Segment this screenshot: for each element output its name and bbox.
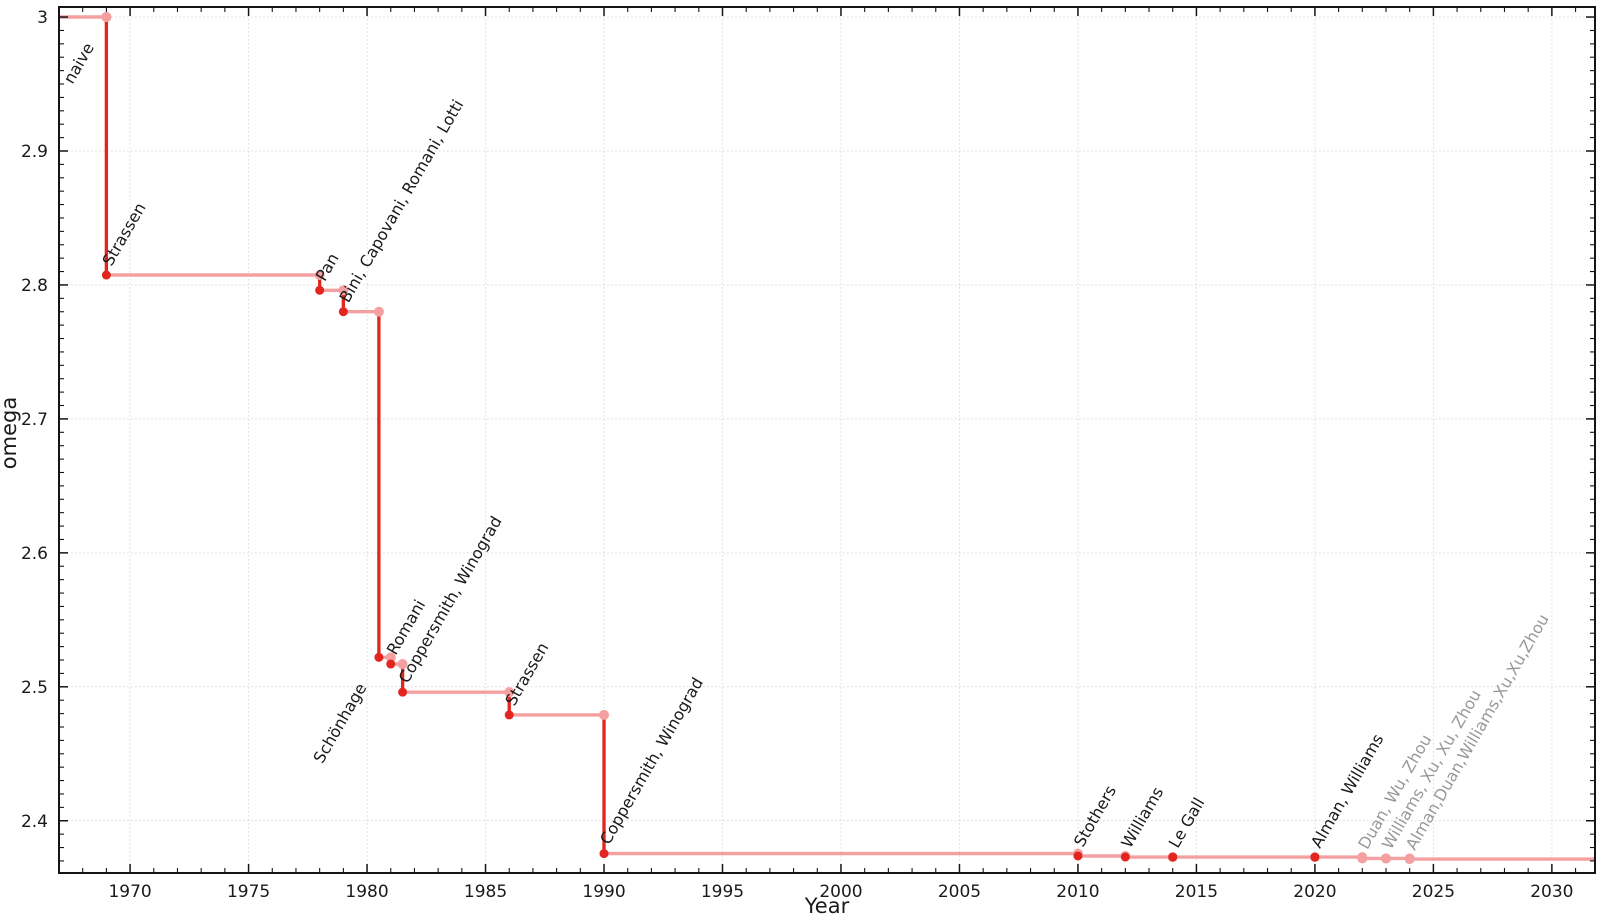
transition-point (314, 270, 325, 281)
transition-point (385, 652, 396, 663)
y-tick-label: 2.8 (21, 276, 48, 296)
transition-point (599, 709, 610, 720)
recent-result-point (1404, 854, 1415, 865)
result-point (398, 687, 408, 697)
result-point (338, 307, 348, 317)
transition-point (397, 659, 408, 670)
result-point (1120, 852, 1130, 862)
y-tick-label: 2.9 (21, 142, 48, 162)
x-tick-label: 1985 (464, 882, 507, 902)
x-tick-label: 2020 (1293, 882, 1336, 902)
axes-frame-layer (58, 6, 1596, 874)
grid-layer (59, 7, 1595, 873)
tick-labels-layer: 1970 1975 1980 1985 1990 1995 2000 2005 2010 2015… (21, 8, 1574, 902)
series-layer (59, 12, 1595, 865)
result-point (1073, 851, 1083, 861)
result-point (1168, 852, 1178, 862)
transition-point (373, 306, 384, 317)
result-point (504, 710, 514, 720)
x-tick-label: 1995 (701, 882, 744, 902)
x-tick-label: 1970 (108, 882, 151, 902)
result-point (101, 270, 111, 280)
y-tick-label: 3 (37, 8, 48, 28)
result-point (315, 285, 325, 295)
result-point (1310, 852, 1320, 862)
x-tick-label: 1980 (345, 882, 388, 902)
y-tick-label: 2.4 (21, 812, 48, 832)
transition-point (338, 285, 349, 296)
x-tick-label: 1975 (227, 882, 270, 902)
x-tick-label: 2025 (1412, 882, 1455, 902)
recent-result-point (1380, 853, 1391, 864)
x-tick-label: 2005 (938, 882, 981, 902)
x-tick-label: 2015 (1175, 882, 1218, 902)
y-tick-label: 2.7 (21, 410, 48, 430)
result-point (599, 849, 609, 859)
recent-result-point (1357, 853, 1368, 864)
y-tick-label: 2.6 (21, 544, 48, 564)
transition-point (504, 687, 515, 698)
result-point (374, 652, 384, 662)
x-axis-title: Year (804, 894, 850, 918)
plot-border (58, 6, 1596, 874)
x-tick-label: 2030 (1530, 882, 1573, 902)
x-tick-label: 2000 (819, 882, 862, 902)
y-tick-label: 2.5 (21, 678, 48, 698)
y-axis-title: omega (0, 397, 21, 469)
result-point (386, 659, 396, 669)
recent-result-point (101, 12, 112, 23)
x-tick-label: 2010 (1056, 882, 1099, 902)
x-tick-label: 1990 (582, 882, 625, 902)
